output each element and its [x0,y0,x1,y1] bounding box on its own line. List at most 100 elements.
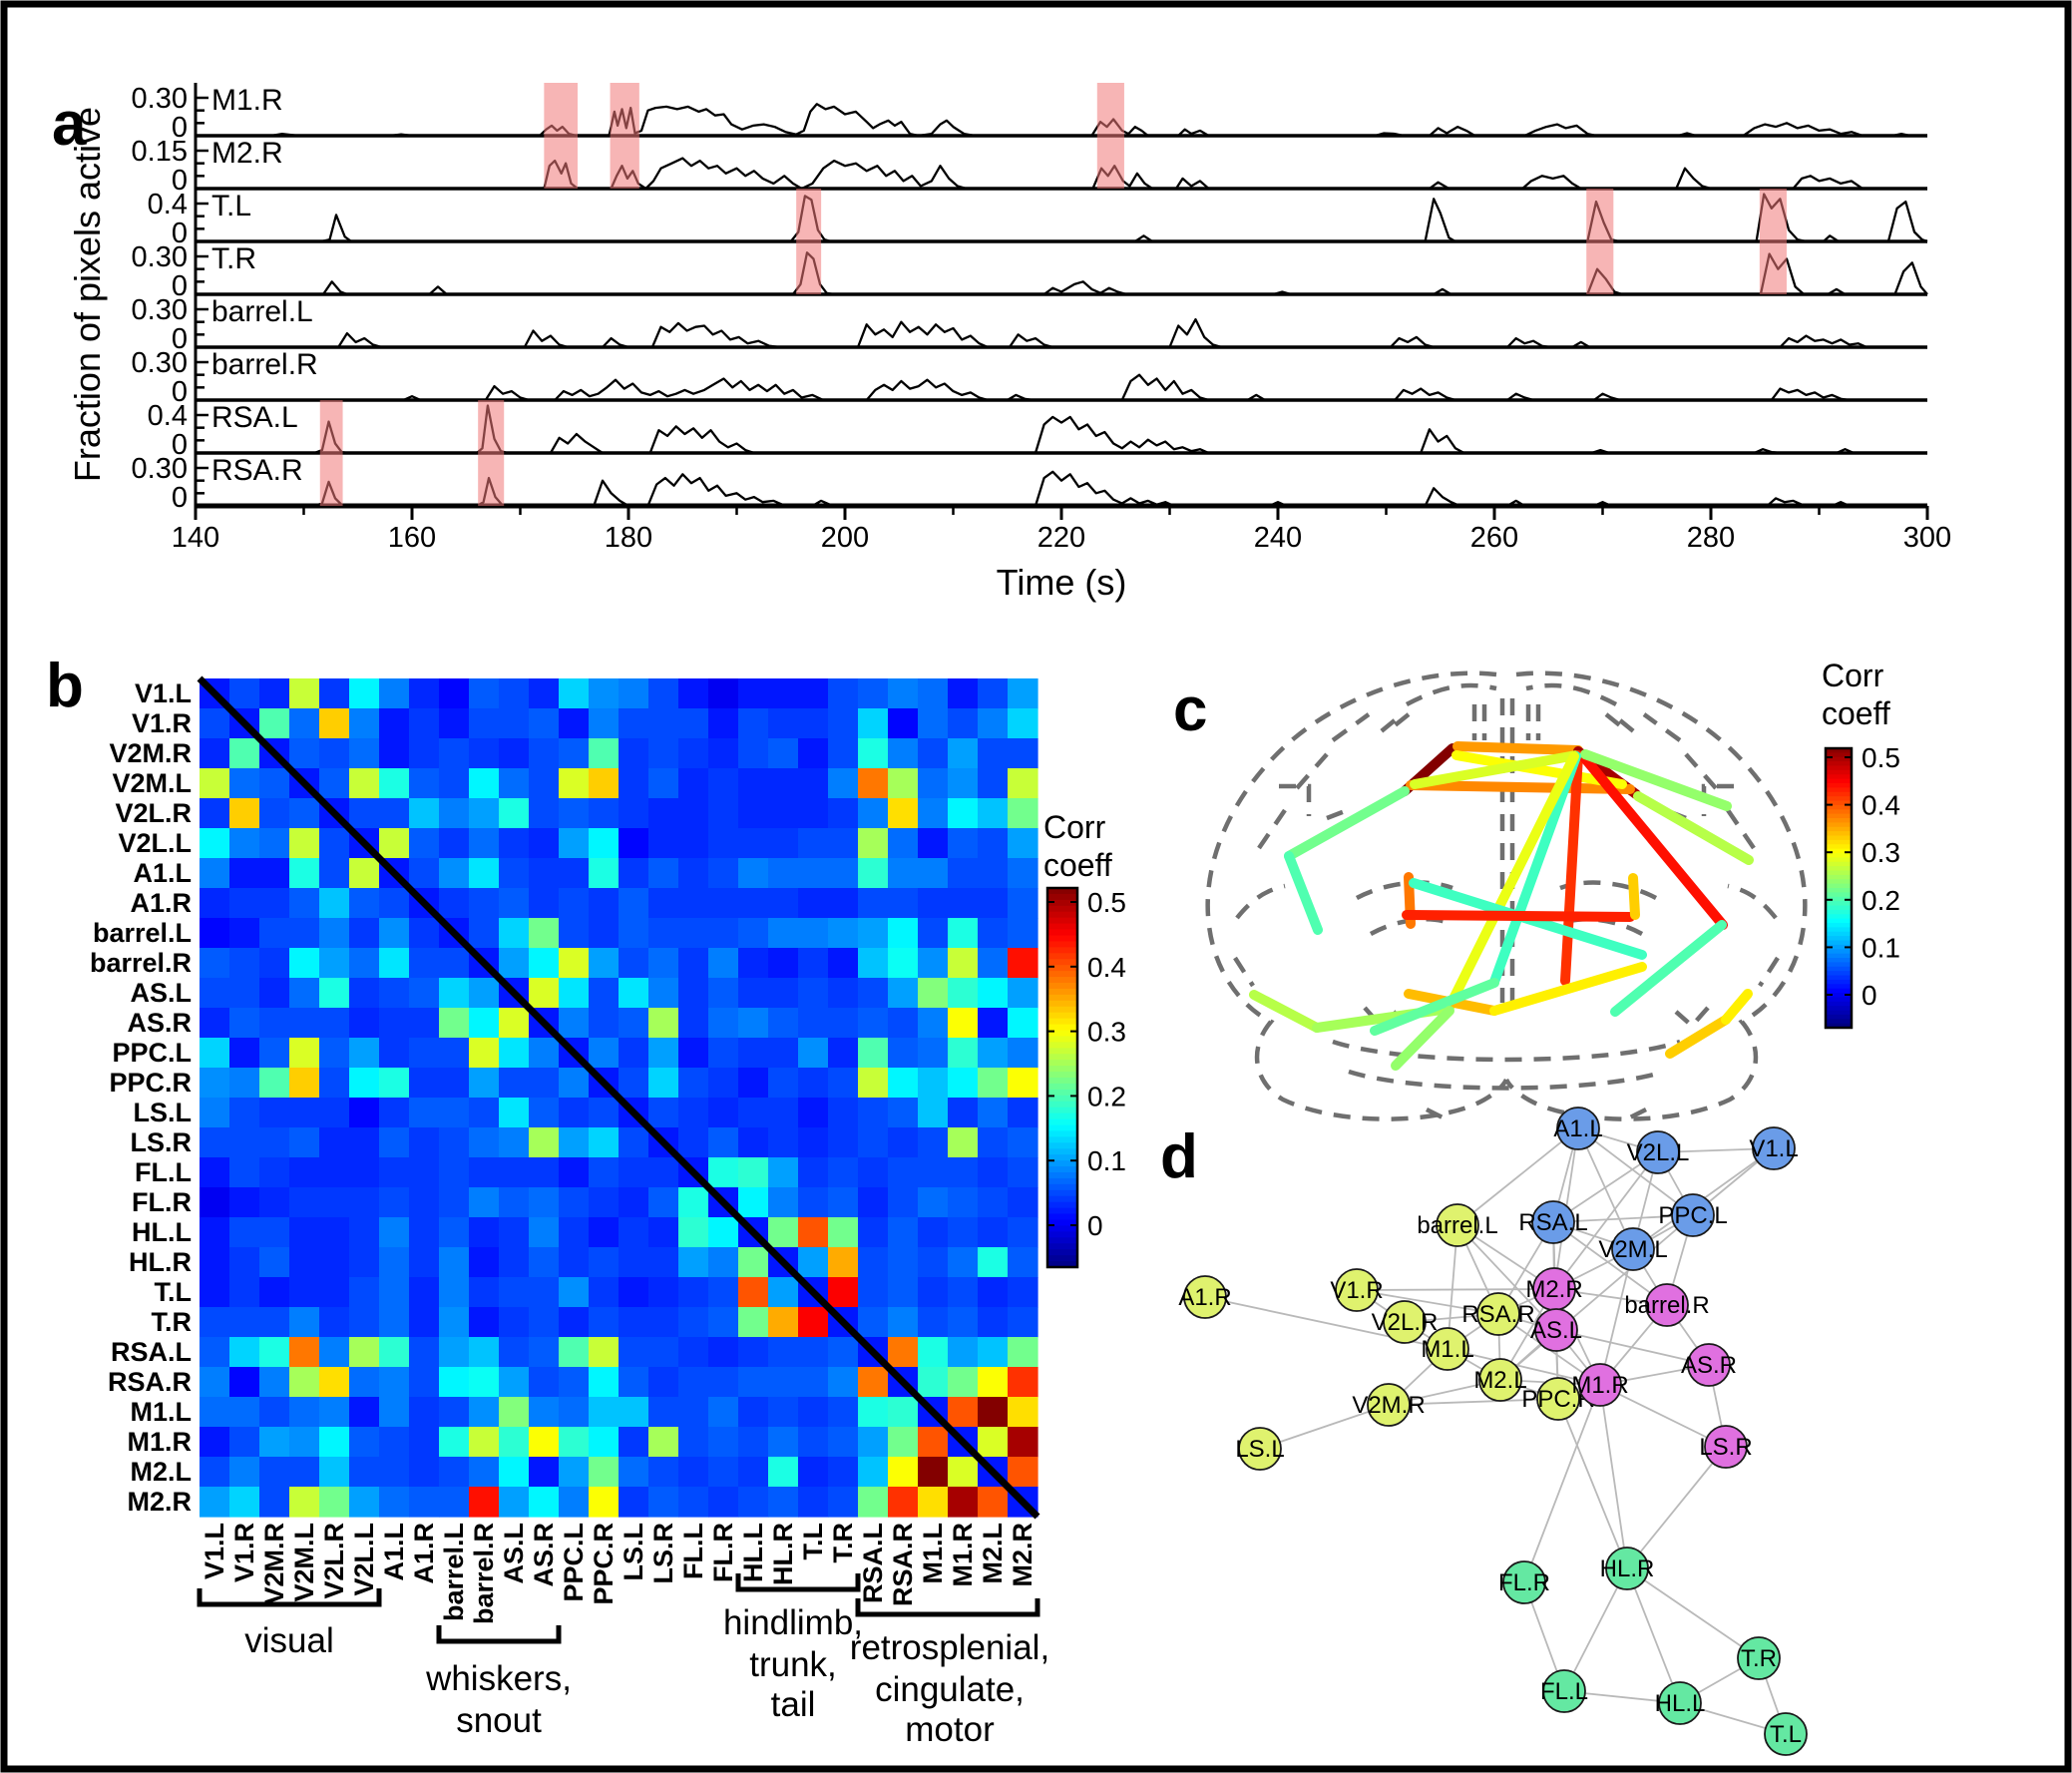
heatmap-cell [559,798,590,829]
heatmap-cell [289,1187,320,1218]
heatmap-cell [858,1427,889,1458]
x-tick-label: 160 [388,522,436,554]
heatmap-cell [708,1337,739,1368]
colorbar-segment [1047,1195,1077,1203]
colorbar-segment [1826,866,1852,872]
highlight-band [1759,189,1787,294]
colorbar-segment [1047,1201,1077,1209]
heatmap-cell [948,1457,979,1488]
heatmap-cell [409,1277,440,1308]
heatmap-cell [978,1008,1009,1039]
heatmap-cell [768,1367,799,1398]
group-label-line: trunk, [749,1645,837,1684]
heatmap-cell [1008,828,1038,859]
heatmap-cell [349,918,380,949]
heatmap-cell [648,1008,679,1039]
heatmap-cell [828,888,859,919]
row-label-V2M.L: V2M.L [112,768,192,798]
heatmap-cell [708,1367,739,1398]
x-tick-label: 220 [1037,522,1085,554]
heatmap-cell [200,1187,230,1218]
heatmap-cell [858,708,889,739]
colorbar-segment [1047,893,1077,901]
heatmap-cell [319,978,350,1009]
network-node-HL.L: HL.L [1655,1681,1705,1725]
heatmap-cell [678,858,709,889]
heatmap-cell [828,1277,859,1308]
colorbar-segment [1047,1243,1077,1250]
heatmap-cell [619,888,649,919]
heatmap-cell [918,798,949,829]
heatmap-cell [648,1487,679,1518]
heatmap-cell [978,948,1009,979]
heatmap-cell [319,1127,350,1158]
heatmap-cell [858,1457,889,1488]
heatmap-cell [798,768,829,799]
trace-row-T.R: 0.300 T.R [132,241,1928,302]
heatmap-cell [379,918,410,949]
heatmap-cell [589,858,620,889]
heatmap-cell [229,978,260,1009]
colorbar-segment [1826,879,1852,885]
node-label-barrel.L: barrel.L [1417,1212,1497,1239]
colorbar-segment [1826,1010,1852,1016]
heatmap-cell [439,1157,470,1188]
heatmap-cell [469,1068,500,1099]
colorbar-segment [1047,947,1077,955]
heatmap-cell [798,1307,829,1338]
colorbar-segment [1047,1066,1077,1073]
node-label-M2.L: M2.L [1473,1367,1526,1394]
heatmap-cell [768,948,799,979]
heatmap-cell [948,678,979,709]
heatmap-cell [918,1487,949,1518]
trace-barrel.R [196,373,1927,402]
node-circle-V2L.R [1383,1300,1427,1344]
heatmap-cell [858,828,889,859]
heatmap-cell [589,798,620,829]
col-label-HL.R: HL.R [768,1523,798,1585]
col-label-V1.L: V1.L [200,1523,229,1579]
heatmap-cell [559,858,590,889]
heatmap-cell [289,1127,320,1158]
heatmap-cell [200,918,230,949]
heatmap-cell [559,708,590,739]
heatmap-cell [918,858,949,889]
colorbar-segment [1047,929,1077,937]
heatmap-cell [798,978,829,1009]
heatmap-cell [559,1157,590,1188]
heatmap-cell [289,888,320,919]
heatmap-cell [828,828,859,859]
trace-name-label: barrel.R [211,348,318,381]
heatmap-cell [1008,1127,1038,1158]
heatmap-cell [708,948,739,979]
col-label-V2L.R: V2L.R [319,1523,349,1599]
row-label-LS.L: LS.L [134,1098,193,1127]
heatmap-cell [529,1217,560,1248]
network-node-RSA.R: RSA.R [1461,1292,1535,1336]
heatmap-cell [678,1307,709,1338]
colorbar-segment [1826,853,1852,859]
heatmap-cell [439,888,470,919]
heatmap-cell [828,948,859,979]
heatmap-cell [589,1098,620,1128]
heatmap-cell [379,1427,410,1458]
heatmap-cell [768,918,799,949]
heatmap-cell [858,1008,889,1039]
heatmap-cell [918,1098,949,1128]
colorbar-tick-label: 0.2 [1087,1081,1126,1111]
heatmap-cell [229,678,260,709]
colorbar-segment [1047,899,1077,907]
colorbar-segment [1826,979,1852,986]
heatmap-cell [678,948,709,979]
heatmap-cell [289,1098,320,1128]
row-label-V2M.R: V2M.R [109,738,192,768]
heatmap-cell [229,1487,260,1518]
heatmap-cell [619,978,649,1009]
heatmap-cell [858,738,889,769]
heatmap-cell [379,1217,410,1248]
highlight-band [610,83,639,189]
colorbar-segment [1047,1012,1077,1020]
colorbar-segment [1826,774,1852,780]
panel-b-colorbar: 0.5 0.4 0.3 0.2 0.1 0 [1045,886,1126,1269]
network-edge-V2M.R-PPC.R [1388,1398,1559,1406]
